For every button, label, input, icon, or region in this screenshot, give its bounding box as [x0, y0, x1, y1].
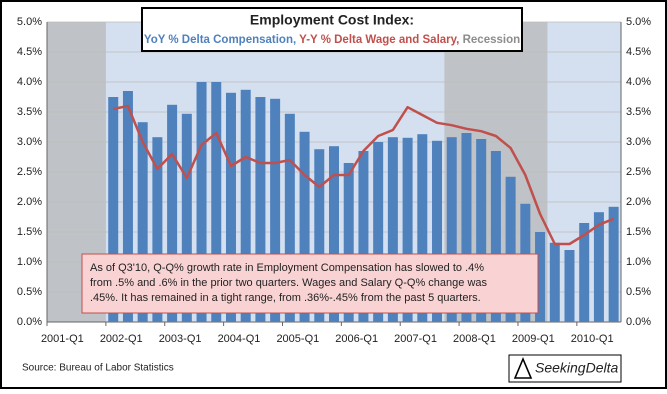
x-tick-label: 2001-Q1 — [41, 333, 84, 345]
annotation: .45%. It has remained in a tight range, … — [90, 292, 481, 304]
bar — [432, 140, 443, 322]
y2-tick-label: 1.0% — [626, 256, 651, 268]
y2-tick-label: 4.5% — [626, 46, 651, 58]
bar — [446, 137, 457, 322]
bar — [122, 91, 133, 322]
bar — [137, 122, 148, 322]
y2-tick-label: 1.5% — [626, 226, 651, 238]
bar — [593, 212, 604, 322]
source: Source: Bureau of Labor Statistics — [22, 363, 174, 374]
y2-tick-label: 0.0% — [626, 316, 651, 328]
bar — [196, 82, 207, 322]
y-tick-label: 1.5% — [17, 226, 42, 238]
bar — [181, 113, 192, 322]
title-box — [141, 7, 523, 52]
x-tick-label: 2006-Q1 — [335, 333, 378, 345]
y-tick-label: 2.5% — [17, 166, 42, 178]
bar — [490, 151, 501, 322]
y-tick-label: 1.0% — [17, 256, 42, 268]
y-tick-label: 3.5% — [17, 106, 42, 118]
bar — [564, 250, 575, 322]
y-tick-label: 5.0% — [17, 16, 42, 28]
bar — [505, 176, 516, 322]
legend-entry: Y-Y % Delta Wage and Salary, — [299, 34, 459, 46]
bar — [255, 97, 266, 322]
x-tick-label: 2002-Q1 — [100, 333, 143, 345]
x-tick-label: 2003-Q1 — [159, 333, 202, 345]
y-tick-label: 0.0% — [17, 316, 42, 328]
y2-tick-label: 3.5% — [626, 106, 651, 118]
logo: SeekingDelta — [535, 360, 618, 376]
legend: YoY % Delta Compensation, Y-Y % Delta Wa… — [144, 34, 520, 46]
y2-tick-label: 2.5% — [626, 166, 651, 178]
annotation: As of Q3'10, Q-Q% growth rate in Employm… — [90, 262, 484, 274]
x-tick-label: 2010-Q1 — [571, 333, 614, 345]
x-tick-label: 2007-Q1 — [394, 333, 437, 345]
annotation-box — [81, 253, 539, 314]
y2-tick-label: 2.0% — [626, 196, 651, 208]
legend-entry: YoY % Delta Compensation, — [144, 34, 296, 46]
x-tick-label: 2004-Q1 — [218, 333, 261, 345]
bar — [299, 131, 310, 322]
bar — [240, 89, 251, 322]
bar — [373, 142, 384, 322]
annotation: from .5% and .6% in the prior two quarte… — [90, 277, 487, 289]
y-tick-label: 0.5% — [17, 286, 42, 298]
bar — [314, 149, 325, 322]
bar — [549, 242, 560, 322]
y2-tick-label: 3.0% — [626, 136, 651, 148]
chart-title: Employment Cost Index: — [250, 12, 414, 28]
bar — [211, 82, 222, 322]
y-tick-label: 4.5% — [17, 46, 42, 58]
bar — [358, 151, 369, 322]
bar — [152, 137, 163, 322]
y-tick-label: 2.0% — [17, 196, 42, 208]
y2-tick-label: 4.0% — [626, 76, 651, 88]
bar — [461, 133, 472, 322]
bar — [270, 98, 281, 322]
bar — [417, 134, 428, 322]
bar — [329, 146, 339, 322]
y2-tick-label: 0.5% — [626, 286, 651, 298]
bar — [608, 206, 619, 322]
line — [112, 104, 615, 246]
bar — [225, 92, 236, 322]
bar — [579, 223, 590, 322]
y-tick-label: 3.0% — [17, 136, 42, 148]
legend-entry: Recession — [463, 34, 521, 46]
bar — [343, 163, 354, 322]
x-tick-label: 2009-Q1 — [512, 333, 555, 345]
bar — [284, 113, 295, 322]
bar — [535, 232, 546, 322]
bar — [387, 137, 398, 322]
y-tick-label: 4.0% — [17, 76, 42, 88]
bar — [402, 137, 413, 322]
y2-tick-label: 5.0% — [626, 16, 651, 28]
bar — [108, 97, 119, 322]
x-tick-label: 2005-Q1 — [276, 333, 319, 345]
bar — [476, 139, 487, 322]
bar — [167, 104, 178, 322]
x-tick-label: 2008-Q1 — [453, 333, 496, 345]
logo-icon — [513, 356, 533, 379]
